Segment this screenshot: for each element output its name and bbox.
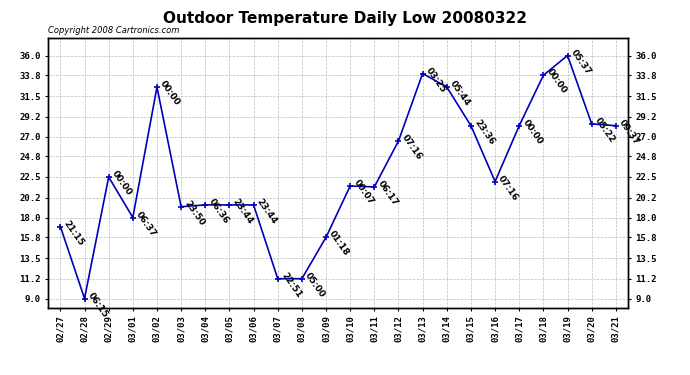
Text: 06:36: 06:36: [207, 197, 230, 225]
Text: 23:50: 23:50: [183, 199, 206, 227]
Text: 07:16: 07:16: [497, 174, 520, 202]
Text: 21:15: 21:15: [62, 219, 86, 247]
Text: Outdoor Temperature Daily Low 20080322: Outdoor Temperature Daily Low 20080322: [163, 11, 527, 26]
Text: 00:00: 00:00: [545, 68, 569, 96]
Text: 23:44: 23:44: [231, 197, 255, 226]
Text: Copyright 2008 Cartronics.com: Copyright 2008 Cartronics.com: [48, 26, 179, 35]
Text: 03:25: 03:25: [424, 66, 448, 94]
Text: 01:18: 01:18: [328, 230, 351, 258]
Text: 00:00: 00:00: [110, 169, 134, 197]
Text: 22:51: 22:51: [279, 271, 303, 299]
Text: 05:44: 05:44: [448, 79, 472, 108]
Text: 23:44: 23:44: [255, 197, 279, 226]
Text: 00:07: 00:07: [352, 178, 375, 207]
Text: 05:37: 05:37: [569, 48, 593, 76]
Text: 07:16: 07:16: [400, 133, 424, 162]
Text: 06:37: 06:37: [135, 210, 158, 238]
Text: 05:22: 05:22: [593, 116, 617, 144]
Text: 00:00: 00:00: [521, 118, 544, 146]
Text: 09:37: 09:37: [618, 118, 641, 147]
Text: 00:00: 00:00: [159, 79, 182, 107]
Text: 23:36: 23:36: [473, 118, 496, 146]
Text: 06:17: 06:17: [376, 179, 400, 208]
Text: 06:15: 06:15: [86, 291, 110, 319]
Text: 05:00: 05:00: [304, 271, 327, 299]
